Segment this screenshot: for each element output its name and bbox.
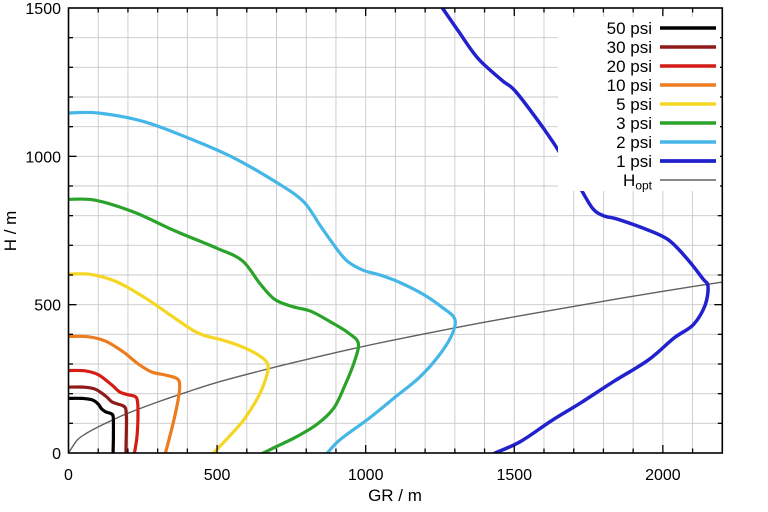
legend-entry-3psi: 3 psi	[616, 114, 716, 133]
axes-border-ticks	[67, 7, 724, 454]
legend-label-20psi: 20 psi	[607, 57, 652, 76]
legend-label-10psi: 10 psi	[607, 76, 652, 95]
x-axis-title: GR / m	[368, 486, 422, 505]
grid-lines	[68, 8, 723, 453]
x-tick-label-500: 500	[204, 467, 231, 484]
legend-label-30psi: 30 psi	[607, 38, 652, 57]
contour-curves	[68, 8, 723, 453]
curve-20psi	[68, 368, 140, 453]
tick-labels: 0 500 1000 1500 2000 0 500 1000 1500	[25, 1, 680, 484]
y-tick-label-1000: 1000	[25, 149, 61, 166]
legend-entry-20psi: 20 psi	[607, 57, 716, 76]
legend-label-50psi: 50 psi	[607, 19, 652, 38]
y-axis-title: H / m	[1, 211, 20, 252]
legend-label-1psi: 1 psi	[616, 152, 652, 171]
curve-50psi	[68, 396, 116, 453]
curve-2psi	[68, 110, 457, 453]
curve-3psi	[68, 197, 361, 453]
curve-30psi	[68, 385, 129, 453]
legend-entry-30psi: 30 psi	[607, 38, 716, 57]
y-tick-label-500: 500	[34, 298, 61, 315]
y-tick-label-0: 0	[52, 446, 61, 463]
legend-entry-50psi: 50 psi	[607, 19, 716, 38]
legend-entry-1psi: 1 psi	[616, 152, 716, 171]
curve-5psi	[68, 272, 270, 453]
x-tick-label-0: 0	[64, 467, 73, 484]
x-tick-label-1000: 1000	[348, 467, 384, 484]
legend-entry-5psi: 5 psi	[616, 95, 716, 114]
x-tick-label-2000: 2000	[645, 467, 681, 484]
legend-label-3psi: 3 psi	[616, 114, 652, 133]
curve-hopt	[68, 281, 723, 453]
legend-label-2psi: 2 psi	[616, 133, 652, 152]
curve-10psi	[68, 334, 182, 453]
legend-entry-10psi: 10 psi	[607, 76, 716, 95]
y-tick-label-1500: 1500	[25, 1, 61, 18]
x-tick-label-1500: 1500	[496, 467, 532, 484]
legend-entry-2psi: 2 psi	[616, 133, 716, 152]
legend-label-5psi: 5 psi	[616, 95, 652, 114]
curve-1psi	[440, 8, 710, 453]
